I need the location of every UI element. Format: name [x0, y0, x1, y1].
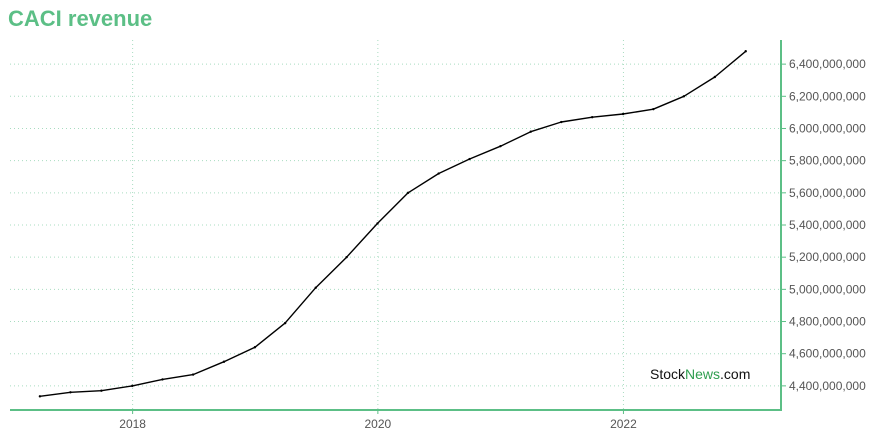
data-point: [100, 389, 103, 392]
x-tick-label: 2022: [610, 417, 637, 431]
x-tick-label: 2020: [365, 417, 392, 431]
y-tick-label: 4,800,000,000: [789, 315, 866, 329]
data-point: [345, 255, 348, 259]
data-point: [560, 120, 563, 124]
data-point: [744, 50, 747, 53]
data-point: [283, 321, 287, 325]
y-tick-label: 6,200,000,000: [789, 89, 866, 103]
y-tick-label: 5,400,000,000: [789, 218, 866, 232]
y-tick-label: 5,800,000,000: [789, 154, 866, 168]
y-tick-label: 4,600,000,000: [789, 347, 866, 361]
y-tick-label: 6,000,000,000: [789, 121, 866, 135]
watermark-stock: Stock: [650, 366, 686, 382]
y-tick-label: 4,400,000,000: [789, 379, 866, 393]
axes: [10, 40, 786, 414]
data-point: [621, 112, 625, 116]
y-tick-label: 5,600,000,000: [789, 186, 866, 200]
data-point: [468, 157, 471, 161]
data-point: [437, 172, 440, 175]
data-point: [161, 378, 164, 381]
series-layer: [38, 50, 747, 398]
stocknews-watermark: StockNews.com: [650, 366, 750, 382]
tick-labels: 4,400,000,000 4,600,000,000 4,800,000,000 5…: [119, 57, 866, 431]
data-point: [529, 130, 532, 133]
data-point: [253, 346, 257, 349]
data-point: [38, 395, 42, 398]
data-point: [222, 360, 226, 363]
y-tick-label: 5,000,000,000: [789, 282, 866, 296]
data-point: [652, 107, 655, 111]
y-tick-label: 5,200,000,000: [789, 250, 866, 264]
revenue-series-line: [39, 50, 747, 397]
watermark-com: .com: [720, 366, 750, 382]
y-tick-label: 6,400,000,000: [789, 57, 866, 71]
watermark-news: News: [685, 366, 720, 382]
data-point: [713, 75, 717, 79]
data-point: [131, 384, 134, 388]
data-point: [406, 191, 410, 195]
grid-lines: [10, 40, 781, 410]
data-point: [191, 373, 195, 376]
data-point: [69, 391, 72, 394]
data-point: [590, 116, 594, 119]
data-point: [499, 144, 502, 148]
data-point: [376, 222, 379, 225]
x-tick-label: 2018: [119, 417, 146, 431]
chart-title: CACI revenue: [8, 6, 153, 31]
data-point: [682, 95, 686, 98]
data-point: [314, 286, 317, 289]
